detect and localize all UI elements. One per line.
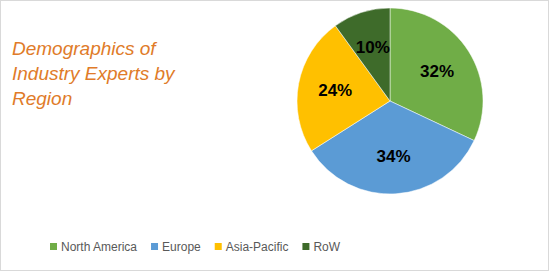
legend-label: North America [61, 240, 137, 254]
pie [297, 8, 483, 194]
legend-label: Europe [162, 240, 201, 254]
legend-swatch [302, 243, 309, 250]
chart-title: Demographics ofIndustry Experts byRegion [12, 38, 176, 109]
legend-swatch [151, 243, 158, 250]
legend-label: RoW [313, 240, 340, 254]
legend-item: RoW [302, 240, 340, 254]
chart: Demographics ofIndustry Experts byRegion… [0, 0, 549, 271]
legend-item: Europe [151, 240, 201, 254]
legend-item: North America [50, 240, 137, 254]
legend: North America Europe Asia-Pacific RoW [50, 240, 341, 254]
legend-swatch [50, 243, 57, 250]
data-label: 10% [356, 38, 390, 57]
data-label: 32% [420, 62, 454, 81]
data-labels: 32% 34% 24% 10% [318, 38, 454, 166]
legend-label: Asia-Pacific [226, 240, 289, 254]
data-label: 34% [376, 147, 410, 166]
legend-item: Asia-Pacific [215, 240, 289, 254]
pie-slice [297, 26, 390, 151]
data-label: 24% [318, 81, 352, 100]
chart-border [1, 1, 549, 271]
legend-swatch [215, 243, 222, 250]
